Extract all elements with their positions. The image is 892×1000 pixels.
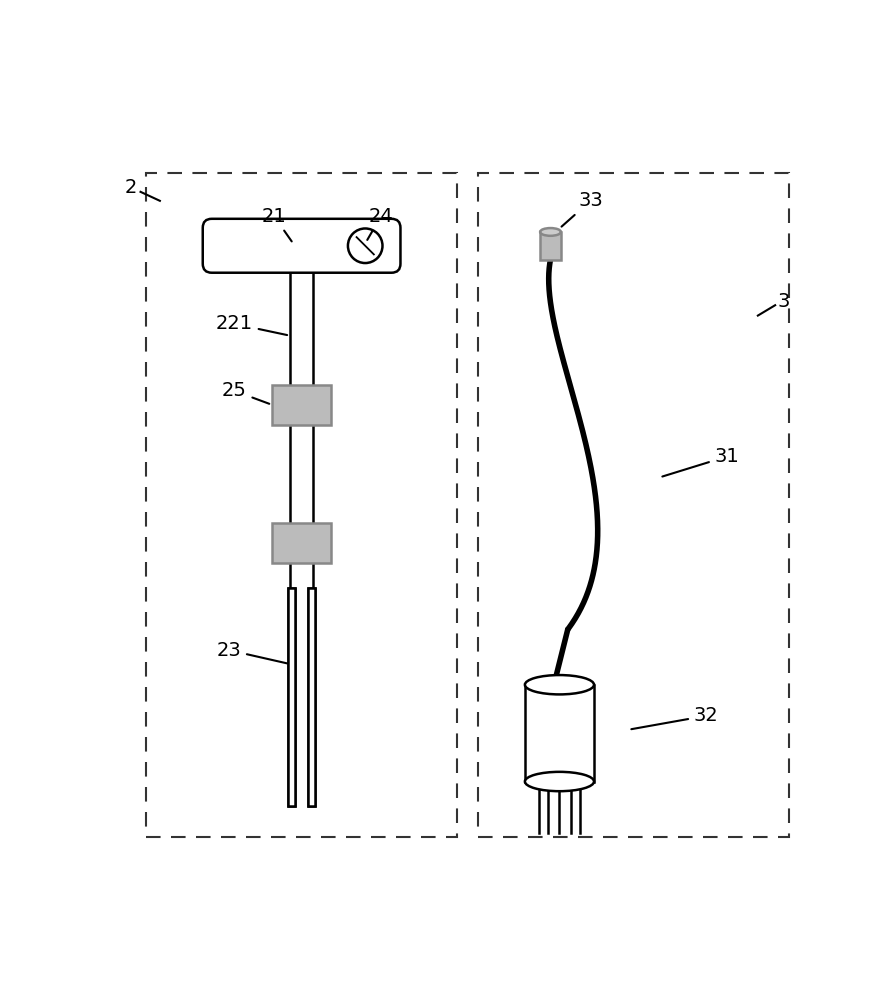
Bar (541, 232, 561, 260)
Text: 24: 24 (368, 207, 393, 240)
Bar (272, 385, 331, 425)
Bar (291, 588, 313, 806)
Ellipse shape (524, 772, 594, 791)
Ellipse shape (524, 675, 594, 694)
Bar (308, 588, 315, 806)
FancyBboxPatch shape (202, 219, 401, 273)
Text: 33: 33 (562, 191, 603, 227)
Bar (290, 264, 313, 768)
Text: 21: 21 (261, 207, 292, 241)
Bar (308, 588, 315, 806)
Text: 2: 2 (125, 178, 137, 197)
Bar (288, 588, 295, 806)
Text: 32: 32 (632, 706, 718, 729)
Text: 25: 25 (222, 381, 269, 404)
Text: 23: 23 (217, 641, 287, 663)
Bar (272, 523, 331, 563)
Bar (524, 685, 594, 782)
Ellipse shape (541, 228, 561, 236)
Circle shape (348, 228, 383, 263)
Bar (288, 588, 295, 806)
Text: 3: 3 (777, 292, 789, 311)
Text: 31: 31 (663, 447, 739, 477)
Text: 221: 221 (216, 314, 287, 335)
